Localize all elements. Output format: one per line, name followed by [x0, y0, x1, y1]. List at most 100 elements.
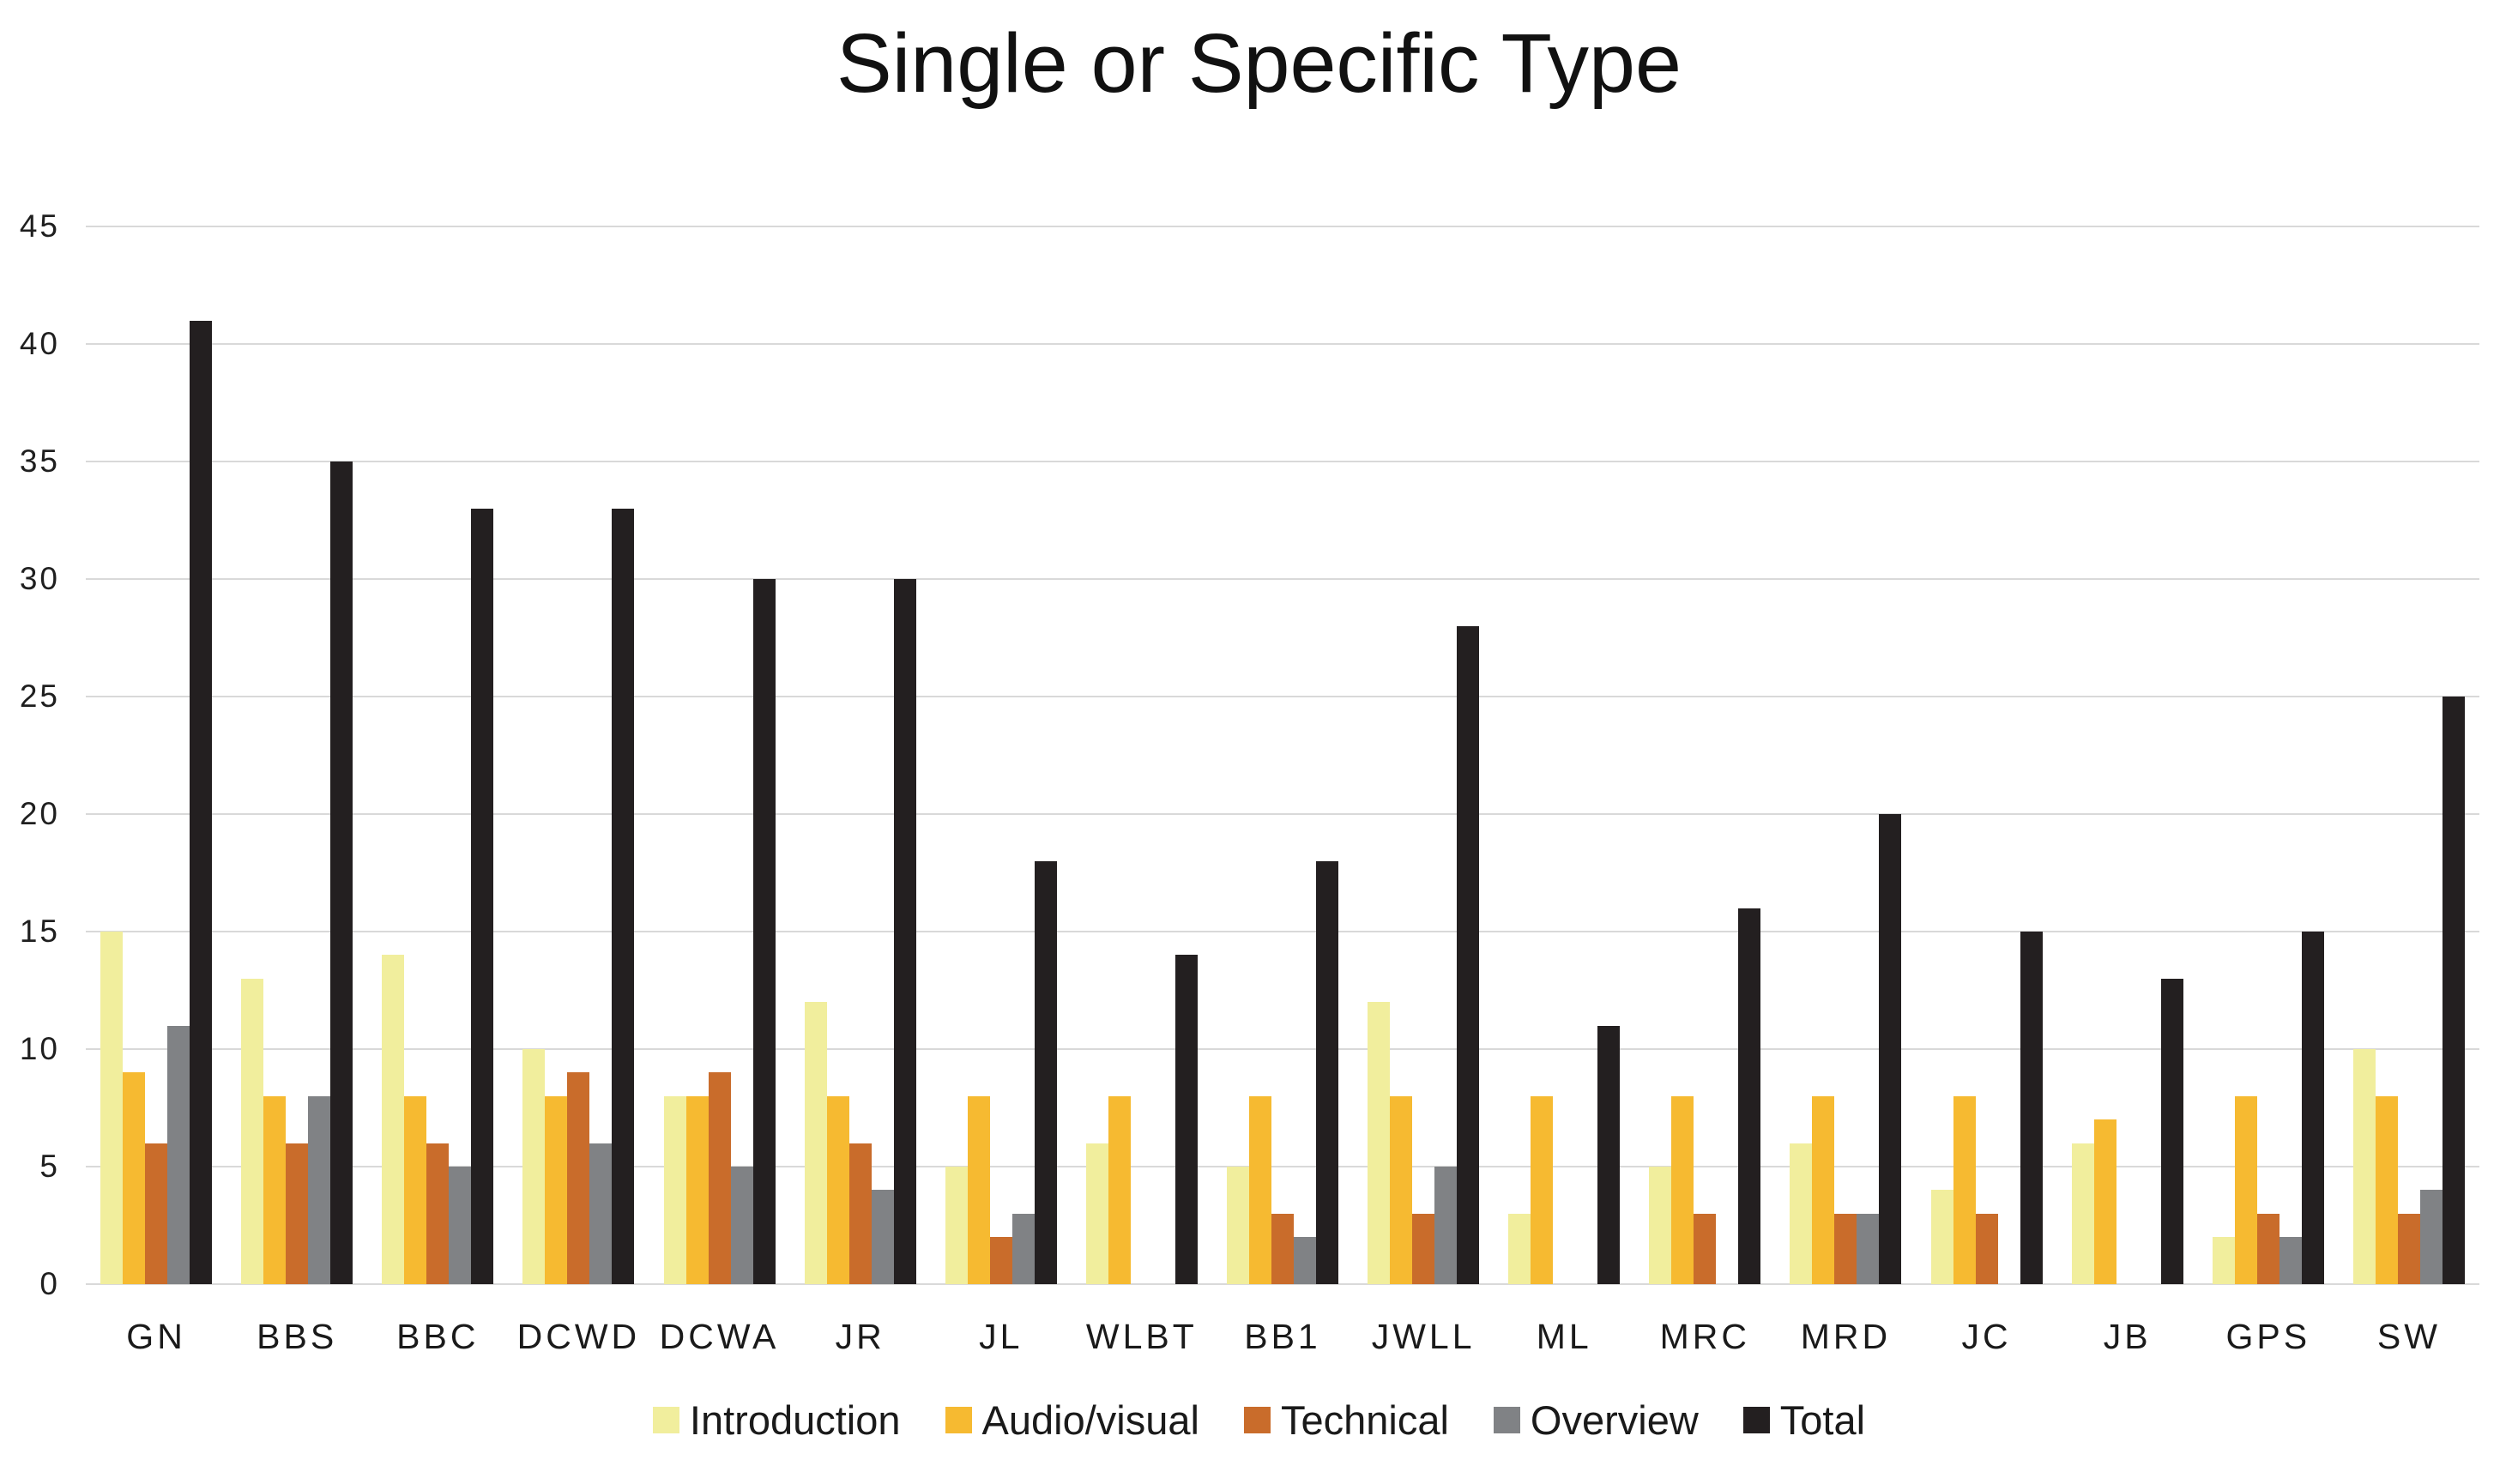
bar-audio-visual-jr [826, 1095, 849, 1284]
bar-overview-gps [2279, 1237, 2302, 1284]
bar-overview-bb1 [1294, 1237, 1316, 1284]
bar-overview-gn [167, 1025, 190, 1284]
x-label-gn: GN [126, 1317, 186, 1356]
legend-label: Introduction [689, 1397, 901, 1443]
y-tick-label-30: 30 [19, 561, 60, 596]
bar-audio-visual-bb1 [1249, 1095, 1271, 1284]
bar-introduction-jwll [1368, 1002, 1391, 1284]
bar-total-ml [1597, 1025, 1621, 1284]
gridline-y-20 [86, 813, 2479, 815]
x-label-sw: SW [2376, 1317, 2441, 1356]
bar-total-bbs [330, 461, 353, 1284]
bar-audio-visual-bbc [404, 1095, 427, 1284]
bar-total-dcwa [752, 579, 776, 1284]
bar-technical-mrc [1694, 1213, 1717, 1284]
bar-introduction-jb [2071, 1143, 2094, 1284]
bar-audio-visual-gn [123, 1072, 146, 1284]
bar-audio-visual-jc [1953, 1095, 1976, 1284]
bar-introduction-bbs [241, 978, 264, 1284]
bar-introduction-jl [945, 1167, 968, 1284]
gridline-y-5 [86, 1166, 2479, 1167]
bar-overview-jl [1011, 1213, 1035, 1284]
legend-item-audio-visual: Audio/visual [945, 1397, 1199, 1444]
bar-overview-jwll [1434, 1167, 1458, 1284]
x-label-jl: JL [979, 1317, 1024, 1356]
bar-introduction-gn [100, 932, 124, 1284]
legend-item-total: Total [1742, 1397, 1865, 1444]
bar-audio-visual-bbs [263, 1095, 287, 1284]
bar-overview-bbc [449, 1167, 472, 1284]
bar-technical-mrd [1834, 1213, 1857, 1284]
bar-audio-visual-dcwa [685, 1095, 709, 1284]
bar-overview-sw [2419, 1190, 2443, 1284]
bar-technical-gps [2256, 1213, 2279, 1284]
bar-overview-bbs [308, 1095, 331, 1284]
y-tick-label-15: 15 [19, 914, 60, 949]
bar-total-jl [1034, 860, 1057, 1284]
legend-swatch-introduction [652, 1407, 679, 1433]
bar-audio-visual-gps [2234, 1095, 2257, 1284]
bar-total-jwll [1457, 625, 1480, 1284]
bar-technical-dcwa [708, 1072, 731, 1284]
bar-total-bb1 [1316, 860, 1338, 1284]
x-label-jr: JR [835, 1317, 885, 1356]
bar-audio-visual-dcwd [545, 1095, 568, 1284]
y-tick-label-45: 45 [19, 208, 60, 244]
bar-technical-dcwd [567, 1072, 590, 1284]
bar-introduction-dcwa [663, 1095, 686, 1284]
y-tick-label-5: 5 [39, 1149, 60, 1184]
gridline-y-40 [86, 343, 2479, 345]
bar-technical-bb1 [1271, 1213, 1294, 1284]
bar-technical-jc [1975, 1213, 1998, 1284]
x-label-gps: GPS [2225, 1317, 2311, 1356]
bar-introduction-bbc [382, 955, 405, 1284]
bar-total-wlbt [1174, 955, 1198, 1284]
x-label-wlbt: WLBT [1085, 1317, 1198, 1356]
y-tick-label-40: 40 [19, 326, 60, 361]
x-label-bbs: BBS [257, 1317, 338, 1356]
bar-total-mrd [1879, 814, 1902, 1284]
y-tick-label-20: 20 [19, 796, 60, 831]
y-tick-label-10: 10 [19, 1031, 60, 1066]
bar-audio-visual-ml [1531, 1095, 1554, 1284]
legend-swatch-overview [1493, 1407, 1520, 1433]
bar-audio-visual-jb [2093, 1119, 2116, 1284]
legend-label: Overview [1530, 1397, 1699, 1443]
y-tick-label-0: 0 [39, 1266, 60, 1301]
x-label-bb1: BB1 [1244, 1317, 1321, 1356]
bar-introduction-ml [1508, 1213, 1531, 1284]
legend: Introduction Audio/visual Technical Overvie… [0, 1397, 2518, 1444]
bar-audio-visual-sw [2375, 1095, 2398, 1284]
gridline-y-45 [86, 226, 2479, 227]
y-tick-label-35: 35 [19, 443, 60, 479]
bar-introduction-wlbt [1085, 1143, 1108, 1284]
bar-introduction-jc [1930, 1190, 1953, 1284]
bar-overview-mrd [1857, 1213, 1880, 1284]
bar-total-dcwd [612, 508, 635, 1284]
gridline-y-25 [86, 696, 2479, 697]
x-label-bbc: BBC [396, 1317, 480, 1356]
bar-technical-jwll [1412, 1213, 1435, 1284]
bar-total-gps [2301, 932, 2324, 1284]
legend-item-introduction: Introduction [652, 1397, 901, 1444]
bar-introduction-sw [2352, 1049, 2376, 1284]
bar-overview-jr [871, 1190, 894, 1284]
bar-overview-dcwa [730, 1167, 753, 1284]
bar-introduction-dcwd [522, 1049, 546, 1284]
gridline-y-30 [86, 578, 2479, 580]
bar-technical-gn [145, 1143, 168, 1284]
bar-technical-jr [848, 1143, 872, 1284]
legend-label: Technical [1280, 1397, 1449, 1443]
bar-introduction-mrc [1649, 1167, 1672, 1284]
bar-technical-jl [989, 1237, 1012, 1284]
bar-total-bbc [471, 508, 494, 1284]
bar-total-jb [2160, 978, 2183, 1284]
bar-introduction-gps [2212, 1237, 2235, 1284]
bar-total-jr [893, 579, 916, 1284]
x-label-dcwd: DCWD [516, 1317, 641, 1356]
x-label-dcwa: DCWA [659, 1317, 780, 1356]
gridline-y-10 [86, 1048, 2479, 1050]
bar-audio-visual-jl [967, 1095, 990, 1284]
gridline-y-0 [86, 1283, 2479, 1285]
